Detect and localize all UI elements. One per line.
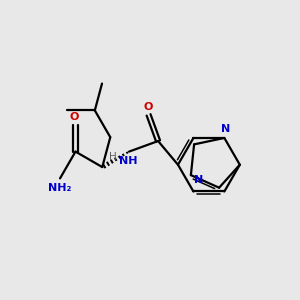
Text: NH: NH [119,156,138,166]
Text: H: H [109,152,116,162]
Text: O: O [144,102,153,112]
Text: N: N [194,176,204,185]
Text: NH₂: NH₂ [48,183,71,193]
Text: O: O [69,112,79,122]
Text: N: N [221,124,230,134]
